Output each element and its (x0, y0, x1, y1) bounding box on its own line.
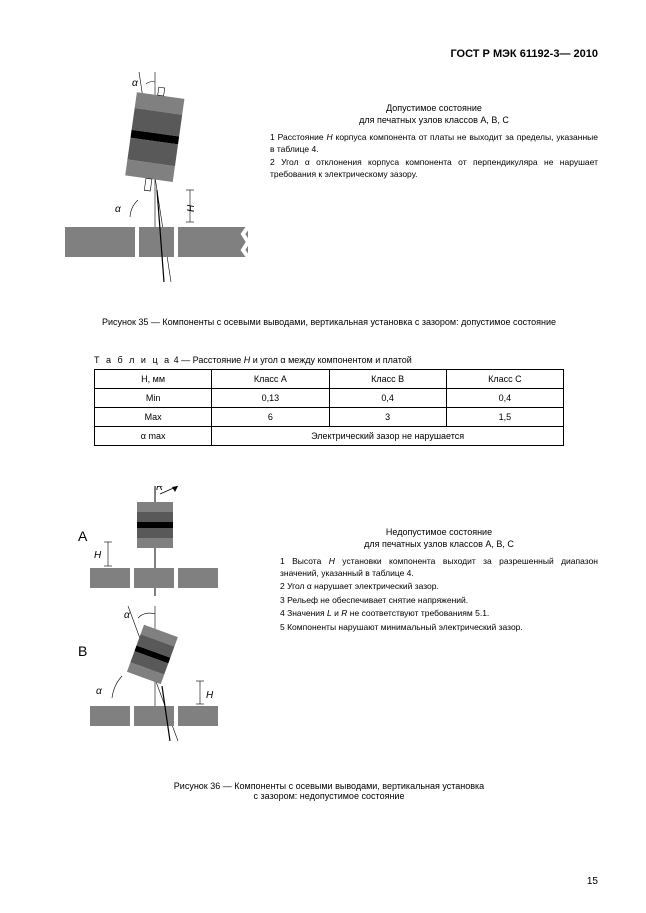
figure-35-caption: Рисунок 35 — Компоненты с осевыми вывода… (60, 317, 598, 327)
alpha-top-label: α (132, 78, 138, 89)
table-row: Max 6 3 1,5 (95, 408, 564, 427)
fig36-note-5: 5 Компоненты нарушают минимальный электр… (280, 622, 598, 633)
label-H-B: H (206, 690, 214, 701)
table-row: α max Электрический зазор не нарушается (95, 427, 564, 446)
fig36-note-4: 4 Значения L и R не соответствуют требов… (280, 608, 598, 619)
figure-35-graphic: α H (60, 72, 250, 287)
alpha-side-B: α (96, 686, 102, 697)
page-number: 15 (587, 876, 598, 887)
fig36-note-3: 3 Рельеф не обеспечивает снятие напряжен… (280, 595, 598, 606)
alpha-side-label: α (115, 204, 121, 215)
h-label: H (186, 204, 197, 212)
page: ГОСТ Р МЭК 61192-3— 2010 α (0, 0, 646, 913)
figure-36-description: Недопустимое состояние для печатных узло… (280, 486, 598, 751)
fig35-note-2: 2 Угол α отклонения корпуса компонента о… (270, 157, 598, 180)
figure-35-description: Допустимое состояние для печатных узлов … (270, 72, 598, 287)
label-B: B (78, 643, 87, 659)
fig36-note-1: 1 Высота H установки компонента выходит … (280, 556, 598, 579)
fig35-note-1: 1 Расстояние H корпуса компонента от пла… (270, 132, 598, 155)
figure-36-caption: Рисунок 36 — Компоненты с осевыми вывода… (60, 781, 598, 801)
document-header: ГОСТ Р МЭК 61192-3— 2010 (60, 48, 598, 60)
table-4-caption: Т а б л и ц а 4 — Расстояние H и угол α … (94, 355, 598, 365)
table-header-row: H, мм Класс A Класс B Класс C (95, 370, 564, 389)
alpha-top-B: α (124, 610, 130, 621)
figure-35-section: α H (60, 72, 598, 287)
label-R: R (156, 486, 163, 493)
fig35-desc-title-2: для печатных узлов классов A, B, C (270, 114, 598, 126)
figure-36-graphic: A R H (60, 486, 260, 751)
table-header: Класс C (446, 370, 563, 389)
table-header: H, мм (95, 370, 212, 389)
fig35-desc-title-1: Допустимое состояние (270, 102, 598, 114)
table-header: Класс A (212, 370, 329, 389)
label-H-A: H (94, 550, 102, 561)
table-4: H, мм Класс A Класс B Класс C Min 0,13 0… (94, 369, 564, 446)
table-header: Класс B (329, 370, 446, 389)
label-A: A (78, 528, 88, 544)
fig36-desc-title-2: для печатных узлов классов A, B, C (280, 538, 598, 550)
figure-36-section: A R H (60, 486, 598, 751)
table-row: Min 0,13 0,4 0,4 (95, 389, 564, 408)
fig36-desc-title-1: Недопустимое состояние (280, 526, 598, 538)
fig36-note-2: 2 Угол α нарушает электрический зазор. (280, 581, 598, 592)
